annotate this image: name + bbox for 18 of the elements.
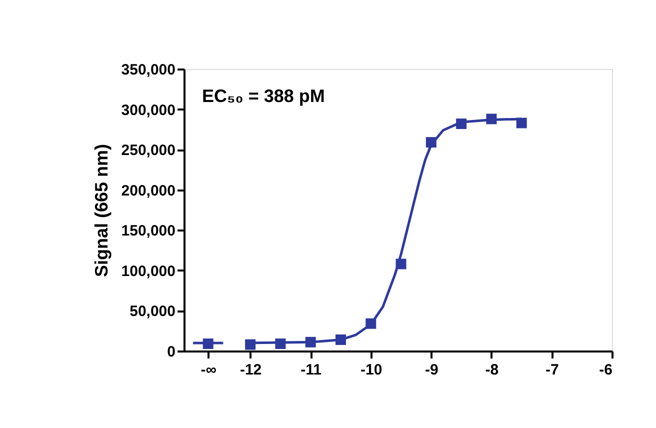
y-tick-label: 200,000 [121, 182, 176, 200]
x-tick-label: -∞ [200, 362, 217, 378]
y-axis-title: Signal (665 nm) [91, 144, 112, 278]
x-tick-label: -8 [485, 362, 499, 378]
y-tick-label: 50,000 [130, 303, 176, 320]
y-tick-label: 300,000 [121, 102, 176, 119]
y-tick-label: 250,000 [121, 142, 176, 160]
y-tick-label: 150,000 [121, 222, 176, 240]
x-tick-label: -9 [424, 362, 438, 378]
y-tick-label: 350,000 [121, 62, 176, 78]
annotation: EC₅₀ = 388 pM [202, 86, 325, 106]
x-tick-label: -11 [300, 362, 322, 378]
x-tick-label: -10 [360, 362, 382, 378]
x-tick-label: -7 [546, 362, 559, 378]
y-tick-label: 100,000 [121, 262, 176, 280]
x-tick-label: -6 [599, 362, 612, 378]
y-tick-label: 0 [167, 344, 176, 360]
x-tick-label: -12 [240, 362, 262, 378]
